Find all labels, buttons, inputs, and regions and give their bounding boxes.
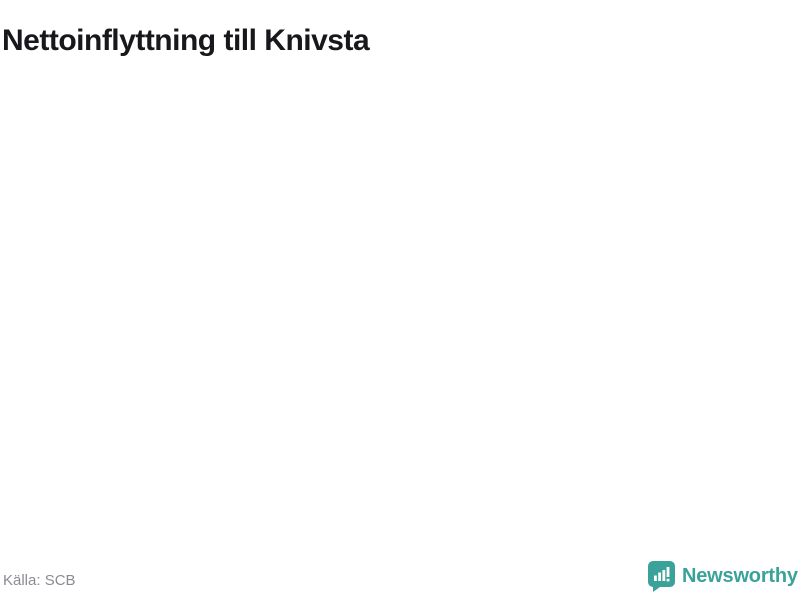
newsworthy-logo-text: Newsworthy xyxy=(682,565,798,587)
chart-title: Nettoinflyttning till Knivsta xyxy=(2,24,370,58)
newsworthy-logo-icon xyxy=(648,561,675,592)
source-credit: Källa: SCB xyxy=(3,572,76,589)
newsworthy-logo[interactable]: Newsworthy xyxy=(648,561,798,592)
